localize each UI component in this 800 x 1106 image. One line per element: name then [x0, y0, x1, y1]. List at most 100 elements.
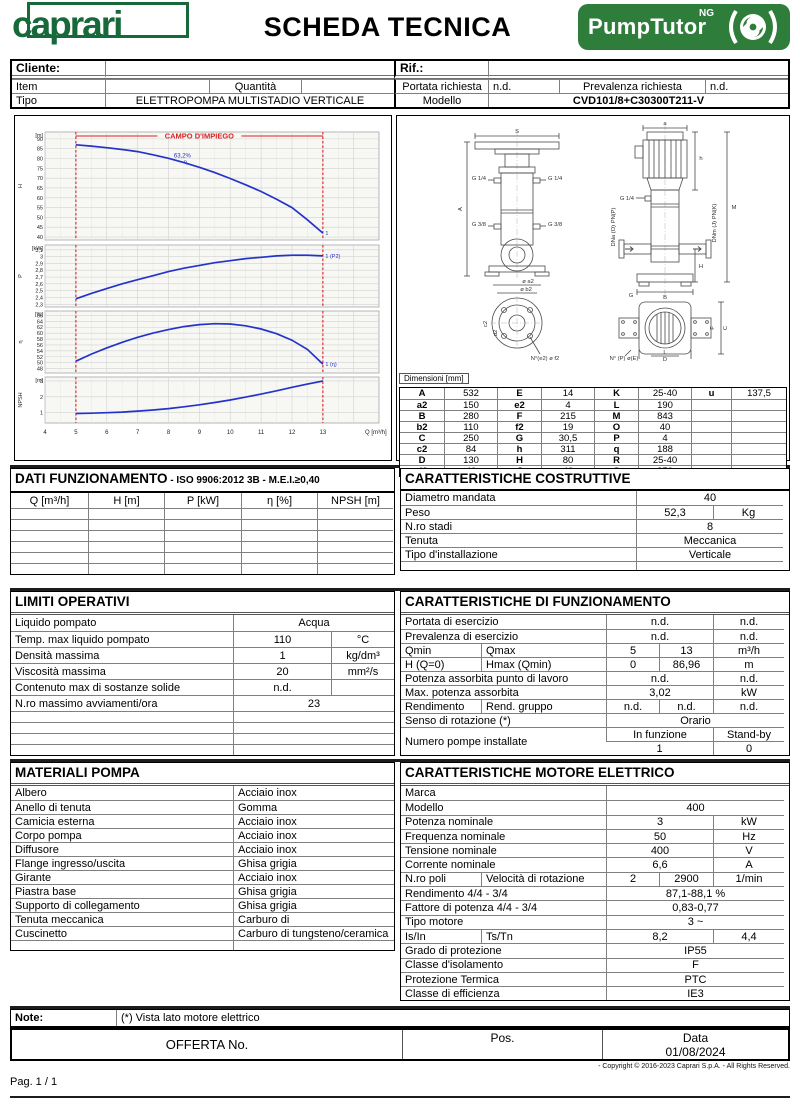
- table-cell: 2900: [659, 871, 713, 887]
- section-title-text: CARATTERISTICHE MOTORE ELETTRICO: [405, 765, 675, 780]
- table-cell: a2: [400, 399, 444, 410]
- section-title-suffix: - ISO 9906:2012 3B - M.E.I.≥0,40: [167, 475, 320, 486]
- section-title: LIMITI OPERATIVI: [11, 592, 394, 615]
- table-cell: CVD101/8+C30300T211-V: [488, 93, 788, 107]
- table-cell: [317, 519, 393, 530]
- table-cell: Senso di rotazione (*): [401, 713, 606, 727]
- table-cell: [731, 410, 786, 421]
- table-cell: mm²/s: [331, 663, 394, 679]
- table-cell: h: [497, 443, 541, 454]
- svg-text:62: 62: [37, 325, 43, 331]
- table-cell: 84: [444, 443, 497, 454]
- table-cell: Prevalenza richiesta: [559, 79, 705, 93]
- table-cell: [488, 61, 788, 79]
- table-cell: kg/dm³: [331, 647, 394, 663]
- table-cell: 843: [638, 410, 691, 421]
- table-cell: 110: [233, 631, 331, 647]
- table-cell: [691, 454, 731, 465]
- table-cell: [317, 530, 393, 541]
- table-cell: Carburo di: [233, 912, 394, 926]
- table-cell: Densità massima: [11, 647, 233, 663]
- table-cell: Flange ingresso/uscita: [11, 856, 233, 870]
- table-cell: [241, 541, 317, 552]
- table-cell: [731, 454, 786, 465]
- table-cell: Orario: [606, 713, 784, 727]
- table-cell: [233, 722, 394, 733]
- table-cell: Note:: [15, 1012, 44, 1025]
- table-cell: Rend. gruppo: [481, 699, 606, 713]
- table-cell: 13: [659, 643, 713, 657]
- table-cell: H [m]: [88, 493, 164, 508]
- table-cell: M: [594, 410, 638, 421]
- svg-text:50: 50: [37, 215, 43, 221]
- table-cell: 532: [444, 388, 497, 399]
- table-cell: IP55: [606, 943, 784, 958]
- table-cell: 6,6: [606, 857, 713, 872]
- drawing-dimension-label: G 1/4: [620, 196, 635, 202]
- svg-text:5: 5: [74, 430, 78, 436]
- section-row-1: DATI FUNZIONAMENTO - ISO 9906:2012 3B - …: [10, 468, 790, 575]
- drawing-dimension-label: A: [458, 207, 464, 211]
- table-cell: 8: [636, 519, 783, 533]
- svg-text:7: 7: [136, 430, 140, 436]
- section-divider: [10, 1006, 790, 1010]
- table-cell: 215: [541, 410, 594, 421]
- caprari-logo: caprari: [10, 2, 197, 47]
- svg-text:1: 1: [40, 411, 43, 417]
- table-cell: η [%]: [241, 493, 317, 508]
- table-cell: [88, 541, 164, 552]
- table-cell: [11, 563, 88, 574]
- table-cell: F: [497, 410, 541, 421]
- table-cell: kW: [713, 814, 784, 829]
- table-cell: [88, 552, 164, 563]
- table-cell: 4,4: [713, 928, 784, 944]
- table-cell: [241, 530, 317, 541]
- table-cell: NPSH [m]: [317, 493, 393, 508]
- pump-drawing-panel: S A G 1/4 G 1/4 G 3/8 G 3/8 ø a2 ø b2 c2 d2 N°(e2)…: [396, 115, 790, 477]
- drawing-dimension-label: D: [663, 357, 667, 363]
- svg-text:9: 9: [198, 430, 202, 436]
- table-cell: [241, 552, 317, 563]
- drawing-dimension-label: G: [629, 293, 634, 299]
- svg-text:10: 10: [227, 430, 234, 436]
- drawing-dimension-label: N°(e2) ø f2: [531, 356, 559, 362]
- pump-drawing: S A G 1/4 G 1/4 G 3/8 G 3/8 ø a2 ø b2 c2 d2 N°(e2)…: [458, 121, 737, 363]
- table-cell: [11, 541, 88, 552]
- table-cell: 130: [444, 454, 497, 465]
- table-cell: Cliente:: [12, 61, 105, 79]
- table-cell: [317, 541, 393, 552]
- drawing-dimension-label: ø b2: [520, 287, 532, 293]
- svg-text:40: 40: [37, 235, 43, 241]
- table-cell: [233, 711, 394, 722]
- svg-text:6: 6: [105, 430, 109, 436]
- drawing-dimension-label: G 1/4: [472, 176, 487, 182]
- table-cell: [11, 711, 233, 722]
- table-cell: Camicia esterna: [11, 814, 233, 828]
- table-cell: E: [497, 388, 541, 399]
- drawing-dimension-label: ø a2: [522, 279, 534, 285]
- table-cell: Tipo d'installazione: [401, 547, 636, 561]
- table-cell: 150: [444, 399, 497, 410]
- svg-text:2,3: 2,3: [35, 302, 43, 308]
- table-cell: q: [594, 443, 638, 454]
- table-cell: Carburo di tungsteno/ceramica: [233, 926, 394, 940]
- table-cell: [11, 508, 88, 519]
- table-cell: [233, 940, 394, 950]
- table-cell: ELETTROPOMPA MULTISTADIO VERTICALE: [105, 93, 394, 107]
- section-title: MATERIALI POMPA: [11, 763, 394, 786]
- svg-text:70: 70: [37, 176, 43, 182]
- svg-text:2,9: 2,9: [35, 261, 43, 267]
- table-cell: Grado di protezione: [401, 943, 606, 957]
- table-cell: 0,83-0,77: [606, 900, 784, 915]
- table-cell: Classe d'isolamento: [401, 957, 606, 972]
- svg-text:1 (P2): 1 (P2): [325, 254, 340, 260]
- table-cell: Protezione Termica: [401, 971, 606, 986]
- dati-funzionamento-table: Q [m³/h] H [m] P [kW] η [%] NPSH [m]: [11, 493, 394, 574]
- table-cell: 311: [541, 443, 594, 454]
- table-cell: 137,5: [731, 388, 786, 399]
- table-cell: Hmax (Qmin): [481, 657, 606, 671]
- table-cell: [691, 443, 731, 454]
- table-cell: 250: [444, 432, 497, 443]
- table-cell: 2: [606, 871, 659, 887]
